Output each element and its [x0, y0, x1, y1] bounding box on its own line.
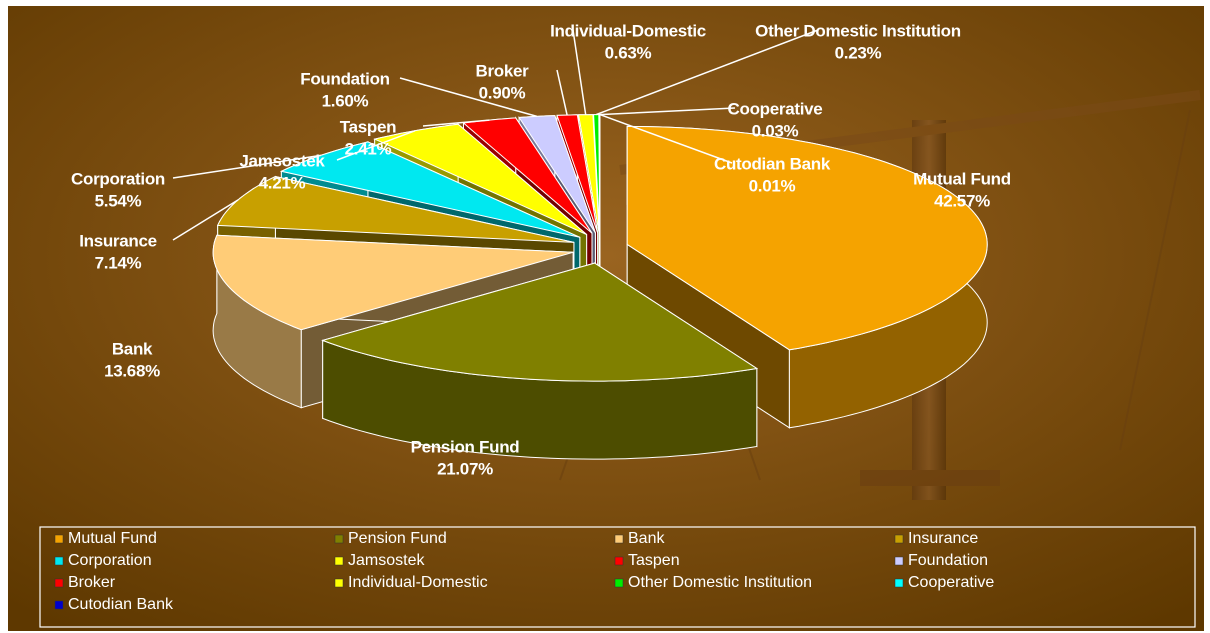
legend-swatch: [895, 557, 903, 565]
slice-value-label: 4.21%: [259, 173, 306, 192]
legend-label: Insurance: [908, 530, 978, 547]
legend-label: Mutual Fund: [68, 530, 157, 547]
legend-swatch: [335, 579, 343, 587]
legend-swatch: [895, 535, 903, 543]
slice-label: Corporation: [71, 169, 165, 188]
legend-label: Pension Fund: [348, 530, 447, 547]
slice-label: Taspen: [340, 117, 396, 136]
legend-swatch: [55, 579, 63, 587]
chart: Mutual Fund 42.57% Pension Fund 21.07% Bank 1…: [0, 0, 1210, 633]
slice-value-label: 7.14%: [95, 253, 142, 272]
legend-swatch: [615, 557, 623, 565]
slice-value-label: 0.03%: [752, 121, 799, 140]
legend-label: Taspen: [628, 552, 680, 569]
slice-value-label: 13.68%: [104, 361, 160, 380]
legend-swatch: [55, 601, 63, 609]
legend-swatch: [335, 535, 343, 543]
slice-value-label: 0.23%: [835, 43, 882, 62]
slice-value-label: 21.07%: [437, 459, 493, 478]
slice-value-label: 0.90%: [479, 83, 526, 102]
slice-value-label: 42.57%: [934, 191, 990, 210]
page: {"chart_data": { "type": "pie", "categor…: [0, 0, 1210, 633]
slice-value-label: 0.63%: [605, 43, 652, 62]
slice-label: Cutodian Bank: [714, 154, 831, 173]
legend-label: Individual-Domestic: [348, 574, 488, 591]
slice-label: Individual-Domestic: [550, 21, 706, 40]
slice-label: Mutual Fund: [913, 169, 1011, 188]
slice-label: Other Domestic Institution: [755, 21, 961, 40]
legend-swatch: [335, 557, 343, 565]
slice-value-label: 1.60%: [322, 91, 369, 110]
slice-value-label: 5.54%: [95, 191, 142, 210]
slice-value-label: 0.01%: [749, 176, 796, 195]
slice-label: Pension Fund: [411, 437, 520, 456]
legend-label: Bank: [628, 530, 665, 547]
slice-label: Cooperative: [728, 99, 823, 118]
legend-swatch: [55, 557, 63, 565]
legend-label: Cutodian Bank: [68, 596, 174, 613]
legend-label: Corporation: [68, 552, 152, 569]
slice-label: Foundation: [300, 69, 390, 88]
legend-swatch: [615, 579, 623, 587]
slice-label: Bank: [112, 339, 153, 358]
legend-swatch: [55, 535, 63, 543]
legend-label: Jamsostek: [348, 552, 425, 569]
legend-label: Foundation: [908, 552, 988, 569]
legend-label: Other Domestic Institution: [628, 574, 812, 591]
legend-swatch: [615, 535, 623, 543]
legend-label: Broker: [68, 574, 116, 591]
legend-label: Cooperative: [908, 574, 994, 591]
slice-label: Insurance: [79, 231, 157, 250]
slice-label: Jamsostek: [239, 151, 325, 170]
slice-label: Broker: [475, 61, 529, 80]
slice-value-label: 2.41%: [345, 139, 392, 158]
legend-swatch: [895, 579, 903, 587]
